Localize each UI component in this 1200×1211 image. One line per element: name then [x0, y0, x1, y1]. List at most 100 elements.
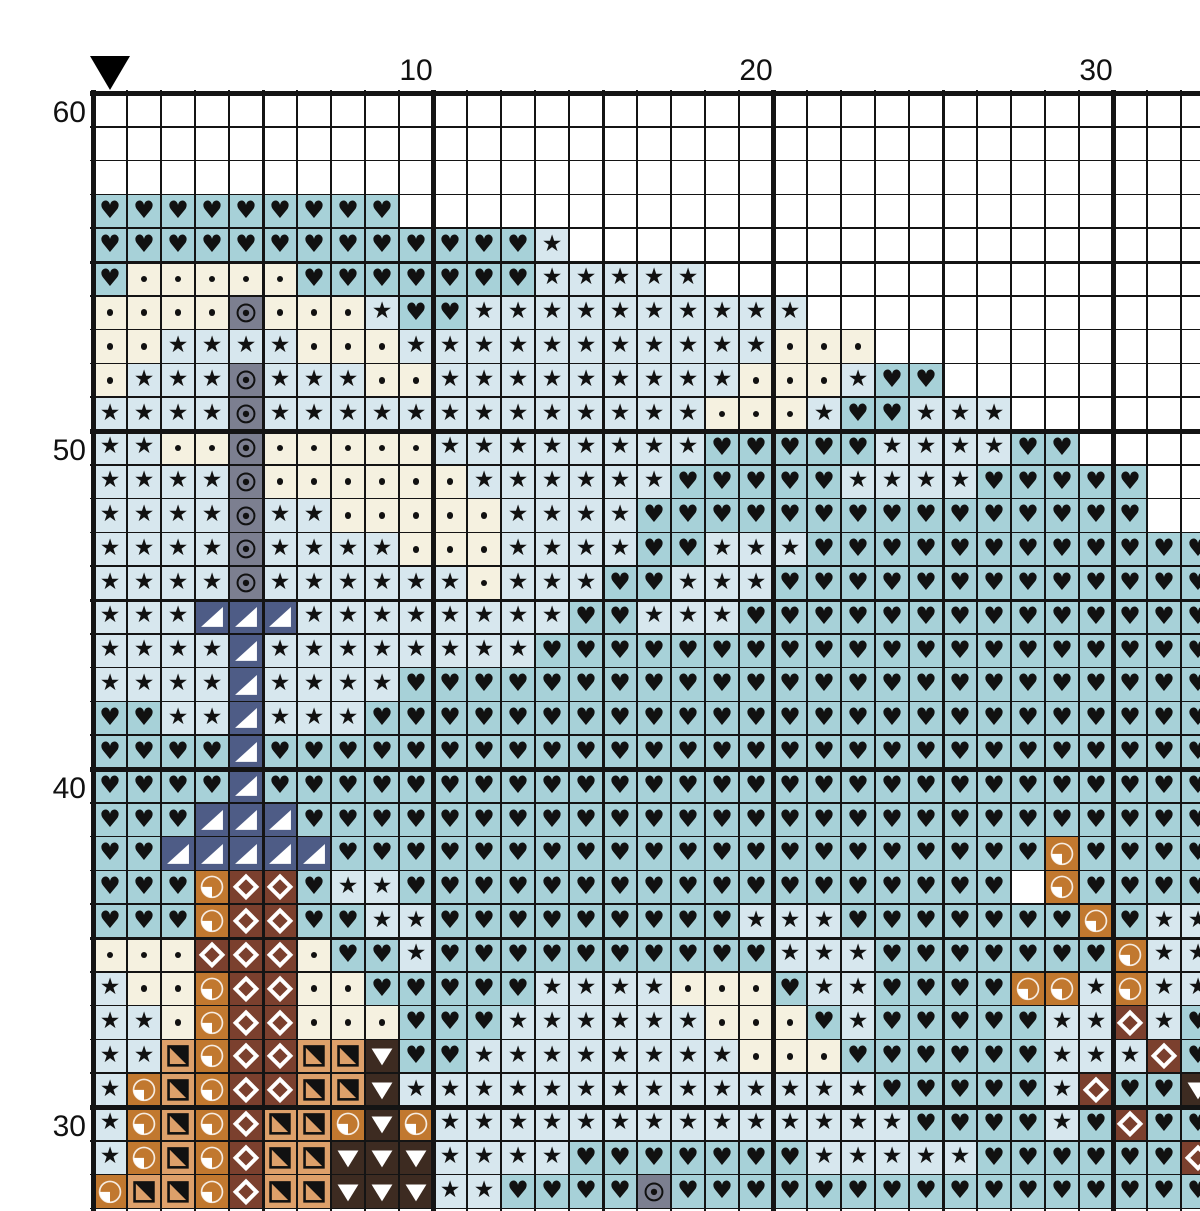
- stitch-cell: [909, 194, 943, 229]
- stitch-cell: ♥: [1079, 938, 1113, 972]
- stitch-cell: [1181, 498, 1200, 533]
- stitch-cell: [399, 431, 433, 465]
- stitch-cell: ♥: [93, 802, 127, 837]
- star-icon: ★: [269, 534, 291, 561]
- heart-icon: ♥: [507, 906, 529, 935]
- heart-icon: ♥: [915, 1108, 937, 1137]
- heart-icon: ♥: [473, 838, 495, 867]
- star-icon: ★: [1051, 1075, 1073, 1102]
- stitch-cell: ♥: [127, 701, 161, 736]
- stitch-cell: ★: [331, 566, 365, 600]
- stitch-cell: [263, 802, 297, 837]
- stitch-cell: ★: [501, 295, 535, 330]
- stitch-cell: ♥: [1045, 431, 1079, 465]
- stitch-cell: [943, 126, 977, 161]
- stitch-cell: ♥: [705, 735, 739, 769]
- heart-icon: ♥: [1017, 500, 1039, 529]
- stitch-cell: ♥: [127, 904, 161, 938]
- stitch-cell: [569, 228, 603, 262]
- stitch-cell: ♥: [569, 1174, 603, 1209]
- stitch-cell: [433, 160, 467, 195]
- stitch-cell: [841, 262, 875, 296]
- heart-icon: ♥: [915, 872, 937, 901]
- grid-line-vertical: [568, 90, 570, 1211]
- stitch-cell: [195, 1073, 229, 1107]
- star-icon: ★: [133, 534, 155, 561]
- heart-icon: ♥: [371, 196, 393, 225]
- stitch-cell: ♥: [807, 870, 841, 905]
- stitch-cell: ♥: [739, 938, 773, 972]
- stitch-cell: ★: [671, 600, 705, 634]
- stitch-cell: ♥: [773, 566, 807, 600]
- stitch-cell: ★: [127, 363, 161, 398]
- stitch-cell: [1011, 295, 1045, 330]
- heart-icon: ♥: [711, 1142, 733, 1171]
- heart-icon: ♥: [779, 770, 801, 799]
- stitch-cell: ★: [535, 1005, 569, 1040]
- heart-icon: ♥: [1017, 466, 1039, 495]
- stitch-cell: ♥: [1011, 1005, 1045, 1040]
- heart-icon: ♥: [915, 500, 937, 529]
- stitch-cell: [161, 1073, 195, 1107]
- heart-icon: ♥: [439, 906, 461, 935]
- stitch-cell: ★: [433, 1073, 467, 1107]
- star-icon: ★: [167, 331, 189, 358]
- stitch-cell: ★: [535, 295, 569, 330]
- dot-icon: [174, 951, 182, 959]
- grid-line-vertical: [261, 90, 265, 1211]
- stitch-cell: ♥: [1181, 1174, 1200, 1209]
- heart-icon: ♥: [1119, 500, 1141, 529]
- stitch-cell: ♥: [127, 769, 161, 803]
- heart-icon: ♥: [847, 669, 869, 698]
- stitch-cell: ♥: [365, 735, 399, 769]
- stitch-cell: [195, 295, 229, 330]
- star-icon: ★: [745, 298, 767, 325]
- stitch-cell: [1147, 431, 1181, 465]
- stitch-cell: [807, 93, 841, 127]
- heart-icon: ♥: [983, 1142, 1005, 1171]
- star-icon: ★: [133, 365, 155, 392]
- stitch-cell: ♥: [603, 633, 637, 668]
- heart-icon: ♥: [405, 297, 427, 326]
- stitch-cell: ★: [365, 870, 399, 905]
- star-icon: ★: [575, 974, 597, 1001]
- heart-icon: ♥: [779, 1176, 801, 1205]
- stitch-cell: [229, 363, 263, 398]
- grid-line-horizontal: [90, 159, 1200, 162]
- stitch-cell: ★: [1181, 971, 1200, 1006]
- stitch-cell: ♥: [977, 1005, 1011, 1040]
- stitch-cell: ♥: [705, 769, 739, 803]
- stitch-cell: ♥: [943, 938, 977, 972]
- stitch-cell: ★: [433, 600, 467, 634]
- stitch-cell: [603, 194, 637, 229]
- star-icon: ★: [1085, 1007, 1107, 1034]
- heart-icon: ♥: [1085, 635, 1107, 664]
- stitch-cell: [807, 295, 841, 330]
- dot-icon: [412, 377, 420, 384]
- heart-icon: ♥: [677, 838, 699, 867]
- star-icon: ★: [405, 1075, 427, 1102]
- heart-icon: ♥: [643, 568, 665, 597]
- stitch-cell: ♥: [467, 870, 501, 905]
- stitch-cell: ♥: [331, 262, 365, 296]
- stitch-cell: ♥: [1113, 464, 1147, 499]
- heart-icon: ♥: [303, 804, 325, 833]
- stitch-cell: ♥: [161, 194, 195, 229]
- heart-icon: ♥: [99, 703, 121, 732]
- stitch-cell: [365, 160, 399, 195]
- star-icon: ★: [643, 433, 665, 460]
- stitch-cell: ♥: [365, 262, 399, 296]
- heart-icon: ♥: [405, 770, 427, 799]
- stitch-cell: ♥: [501, 228, 535, 262]
- heart-icon: ♥: [1187, 737, 1200, 766]
- stitch-cell: [263, 431, 297, 465]
- stitch-cell: ♥: [399, 971, 433, 1006]
- stitch-cell: ★: [399, 1073, 433, 1107]
- stitch-cell: ★: [127, 431, 161, 465]
- stitch-cell: ★: [637, 262, 671, 296]
- stitch-cell: ♥: [501, 971, 535, 1006]
- star-icon: ★: [745, 1075, 767, 1102]
- heart-icon: ♥: [507, 669, 529, 698]
- stitch-cell: ★: [739, 329, 773, 364]
- heart-icon: ♥: [949, 1007, 971, 1036]
